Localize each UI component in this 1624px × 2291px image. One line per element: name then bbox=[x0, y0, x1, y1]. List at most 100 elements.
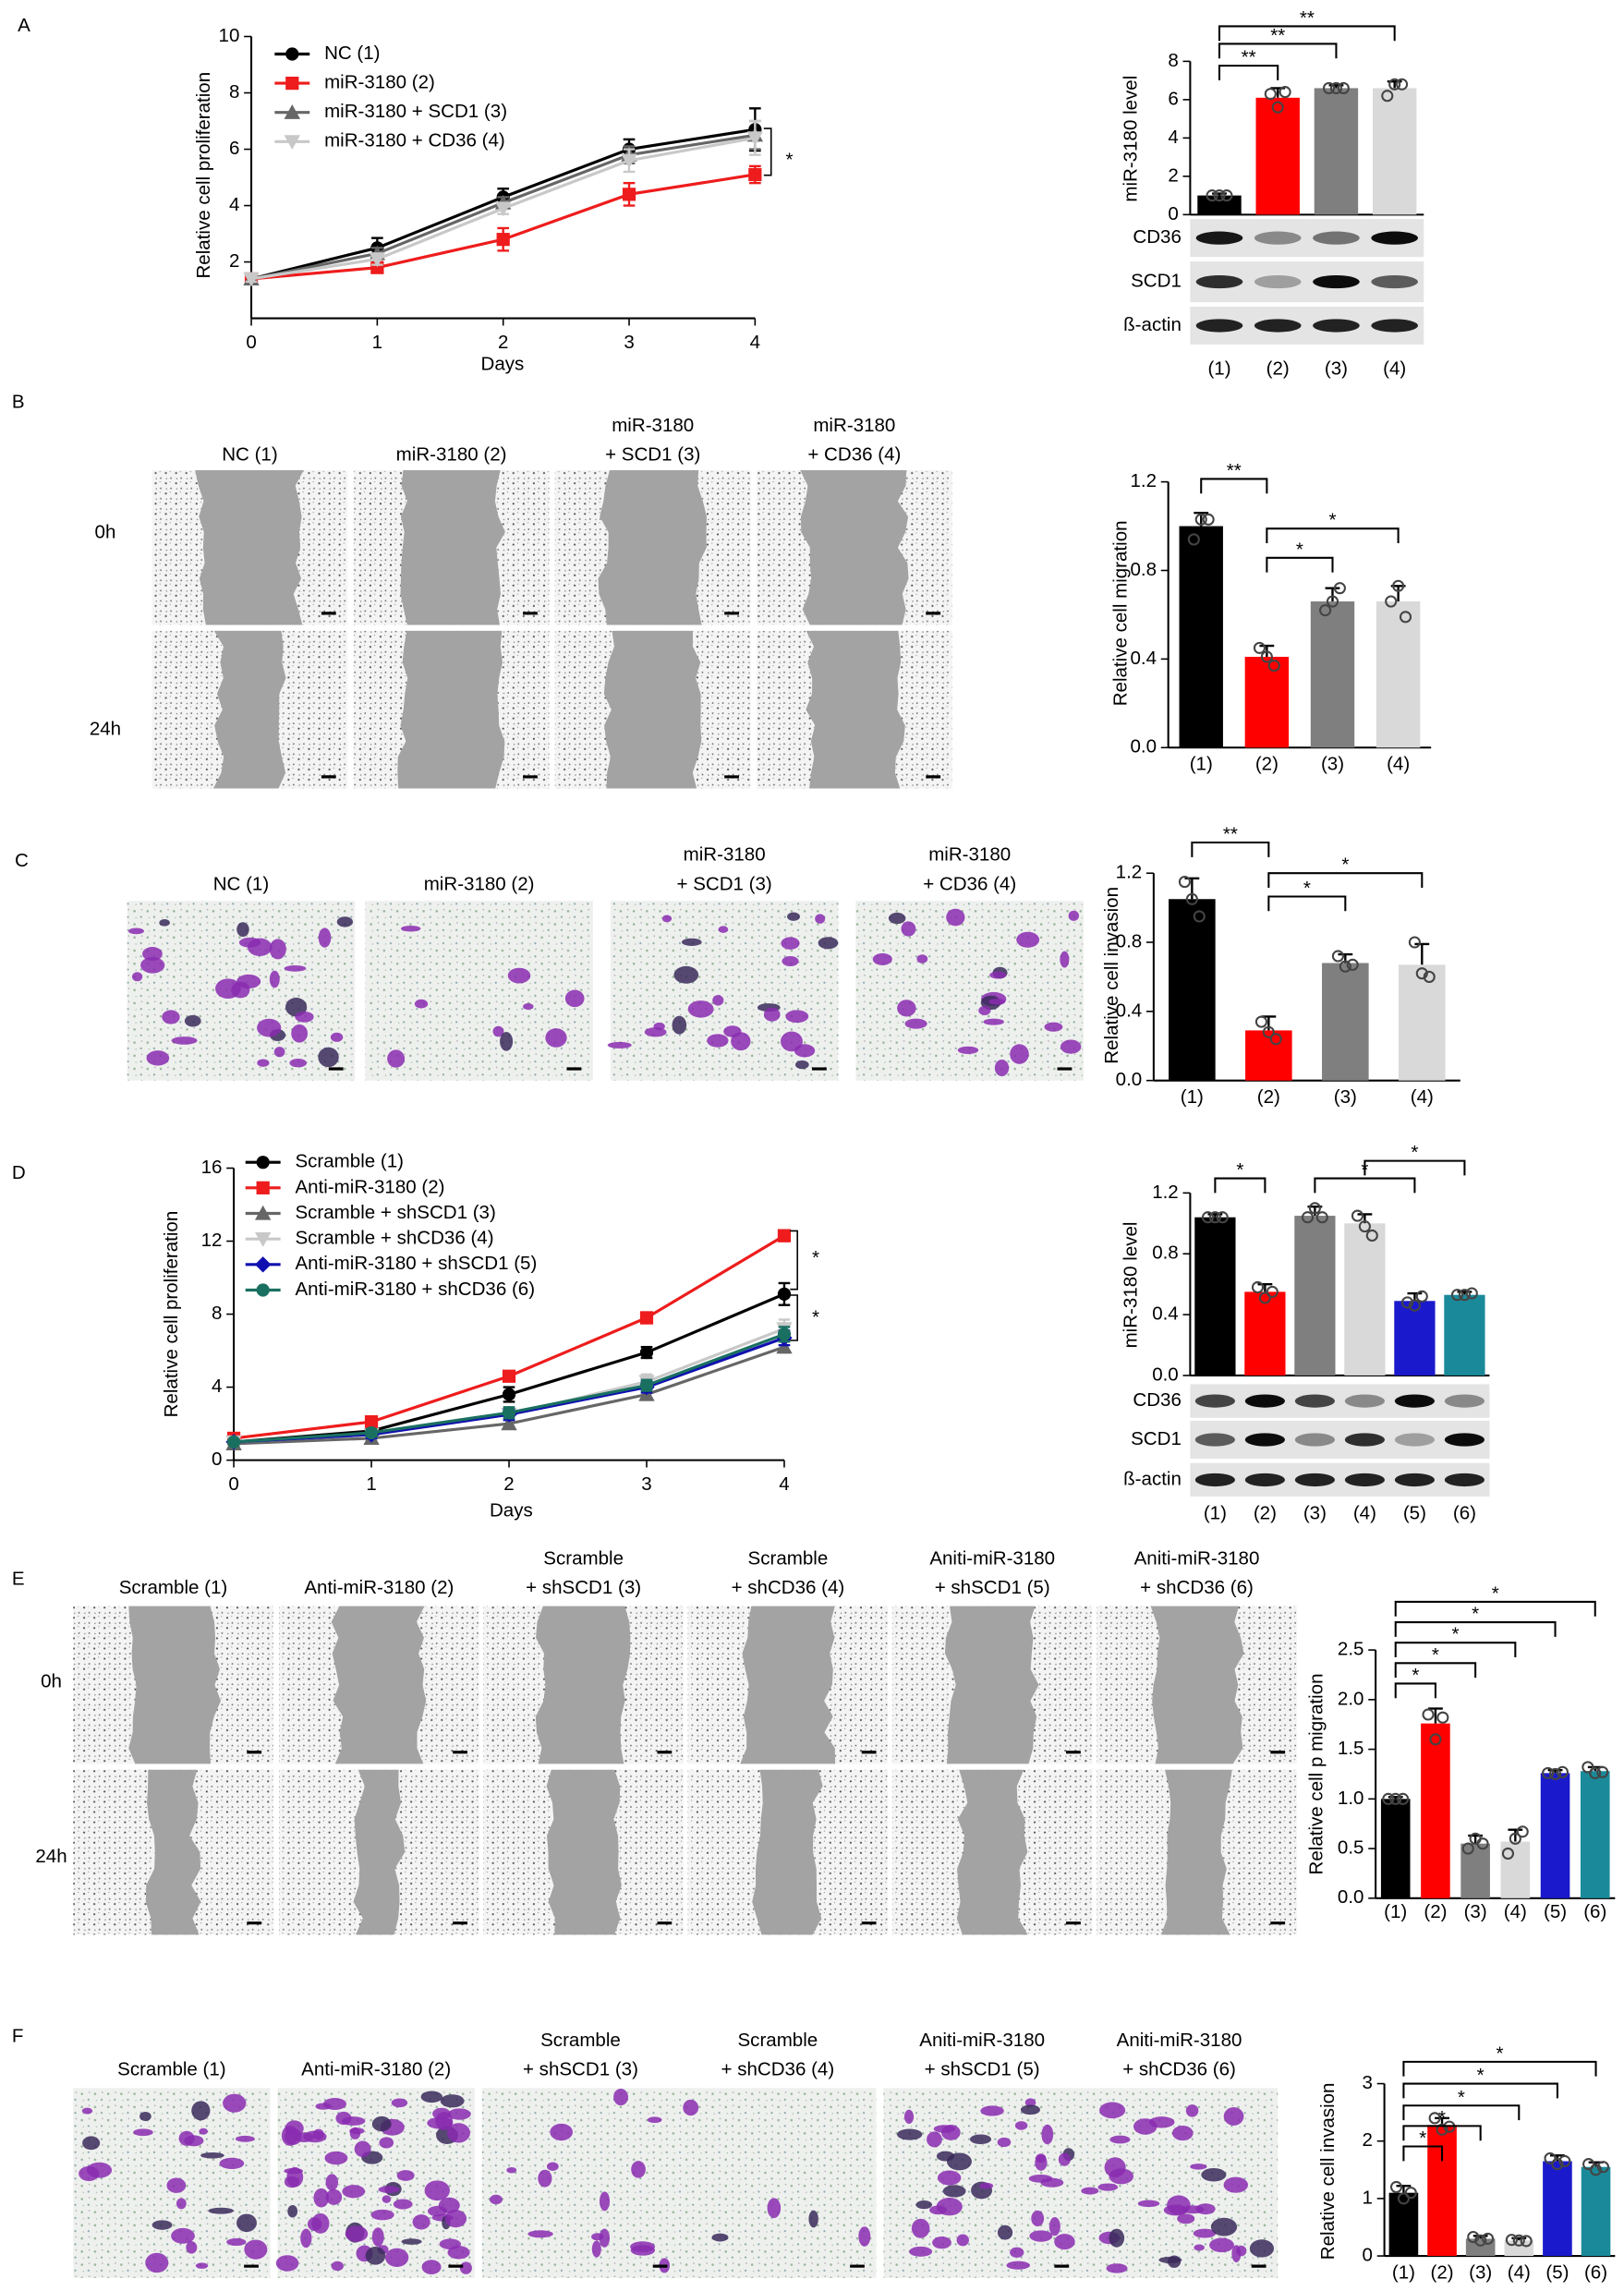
x-tick-label: (6) bbox=[1453, 1503, 1476, 1524]
stained-cell bbox=[527, 2230, 553, 2238]
y-tick-label: 1 bbox=[1363, 2187, 1373, 2208]
marker bbox=[746, 131, 764, 147]
y-tick-label: 1.2 bbox=[1116, 862, 1143, 883]
x-tick-label: (3) bbox=[1325, 358, 1348, 379]
sig-label: * bbox=[1496, 2043, 1503, 2064]
column-label: miR-3180 (2) bbox=[424, 873, 535, 894]
marker bbox=[243, 272, 260, 287]
stained-cell bbox=[1006, 2261, 1030, 2270]
stained-cell bbox=[371, 2227, 384, 2247]
replicate-point bbox=[1544, 2152, 1557, 2164]
sig-label: * bbox=[786, 149, 794, 170]
stained-cell bbox=[872, 952, 892, 965]
replicate-point bbox=[1258, 1291, 1271, 1304]
stained-cell bbox=[523, 1003, 534, 1011]
stained-cell bbox=[957, 1046, 979, 1054]
stained-cell bbox=[1020, 2104, 1040, 2115]
column-label: + shCD36 (4) bbox=[721, 2059, 835, 2080]
y-tick-label: 8 bbox=[1168, 50, 1178, 71]
column-label: + shSCD1 (3) bbox=[523, 2059, 638, 2080]
stained-cell bbox=[379, 2137, 394, 2149]
bar bbox=[1394, 1301, 1436, 1376]
stained-cell bbox=[247, 938, 273, 956]
wound-gap bbox=[400, 469, 505, 625]
sig-label: * bbox=[1411, 1142, 1418, 1163]
marker bbox=[495, 201, 512, 217]
y-tick-label: 0.8 bbox=[1116, 930, 1143, 952]
x-tick-label: (4) bbox=[1504, 1901, 1527, 1922]
stained-cell bbox=[226, 2237, 247, 2247]
bar bbox=[1388, 2192, 1419, 2257]
stained-cell bbox=[133, 2128, 153, 2137]
x-tick-label: 0 bbox=[246, 332, 256, 353]
stained-cell bbox=[1109, 2228, 1125, 2248]
x-tick-label: (3) bbox=[1464, 1901, 1487, 1922]
sig-bracket bbox=[1191, 841, 1270, 857]
y-tick-label: 2 bbox=[1363, 2129, 1373, 2151]
y-tick-label: 2 bbox=[1168, 164, 1178, 186]
y-tick-label: 8 bbox=[229, 81, 239, 103]
replicate-point bbox=[1399, 611, 1412, 624]
stained-cell bbox=[349, 2127, 365, 2135]
replicate-point bbox=[1337, 81, 1350, 94]
blot-band bbox=[1294, 1433, 1335, 1447]
marker bbox=[622, 188, 636, 201]
replicate-point bbox=[1216, 1211, 1229, 1224]
column-label: Scramble (1) bbox=[117, 2059, 226, 2080]
sig-bracket bbox=[1402, 2082, 1558, 2099]
replicate-point bbox=[1333, 582, 1346, 595]
stained-cell bbox=[312, 2128, 324, 2140]
column-label: miR-3180 bbox=[928, 844, 1011, 866]
bar bbox=[1194, 1217, 1236, 1376]
replicate-point bbox=[1266, 1285, 1279, 1298]
replicate-point bbox=[1206, 189, 1218, 202]
stained-cell bbox=[446, 2123, 470, 2143]
stained-cell bbox=[1035, 2154, 1048, 2171]
replicate-point bbox=[1329, 81, 1343, 94]
column-label: miR-3180 bbox=[813, 415, 895, 436]
stained-cell bbox=[287, 2204, 298, 2218]
replicate-point bbox=[1397, 1792, 1410, 1805]
y-tick-label: 1.2 bbox=[1130, 470, 1157, 491]
legend-label: Anti-miR-3180 (2) bbox=[295, 1176, 444, 1197]
stained-cell bbox=[988, 998, 1006, 1005]
marker bbox=[776, 1339, 793, 1354]
bar bbox=[1581, 2166, 1611, 2257]
sig-bracket bbox=[790, 1230, 798, 1291]
replicate-point bbox=[1423, 970, 1436, 983]
replicate-point bbox=[1264, 88, 1277, 101]
stained-cell bbox=[607, 1041, 632, 1049]
stained-cell bbox=[946, 908, 965, 927]
stained-cell bbox=[311, 2212, 330, 2234]
sig-label: * bbox=[812, 1307, 819, 1328]
replicate-point bbox=[1436, 1711, 1449, 1724]
replicate-point bbox=[1458, 1289, 1471, 1302]
stained-cell bbox=[269, 970, 280, 988]
panel-label: B bbox=[12, 392, 25, 413]
panel-label: D bbox=[12, 1162, 26, 1183]
bar bbox=[1322, 963, 1369, 1081]
stained-cell bbox=[1024, 2098, 1036, 2107]
stained-cell bbox=[763, 1007, 781, 1022]
stained-cell bbox=[223, 2093, 247, 2113]
replicate-point bbox=[1301, 1211, 1315, 1224]
column-label: Aniti-miR-3180 bbox=[1117, 2030, 1242, 2051]
stained-cell bbox=[195, 2262, 209, 2269]
x-tick-label: (3) bbox=[1321, 754, 1344, 775]
x-tick-label: (5) bbox=[1544, 1901, 1567, 1922]
stained-cell bbox=[672, 1015, 687, 1035]
marker bbox=[639, 1378, 654, 1392]
marker bbox=[496, 233, 510, 247]
stained-cell bbox=[909, 2246, 933, 2257]
sig-label: * bbox=[1438, 2107, 1446, 2128]
stained-cell bbox=[200, 2152, 224, 2159]
bar bbox=[1421, 1723, 1450, 1898]
stained-cell bbox=[171, 2227, 195, 2244]
y-tick-label: 1.2 bbox=[1152, 1182, 1179, 1203]
bar bbox=[1244, 1291, 1286, 1376]
sig-bracket bbox=[1218, 42, 1338, 59]
blot-label: ß-actin bbox=[1123, 1468, 1182, 1489]
y-tick-label: 0.0 bbox=[1116, 1069, 1143, 1090]
stained-cell bbox=[1031, 2210, 1045, 2227]
sig-label: ** bbox=[1223, 824, 1238, 845]
